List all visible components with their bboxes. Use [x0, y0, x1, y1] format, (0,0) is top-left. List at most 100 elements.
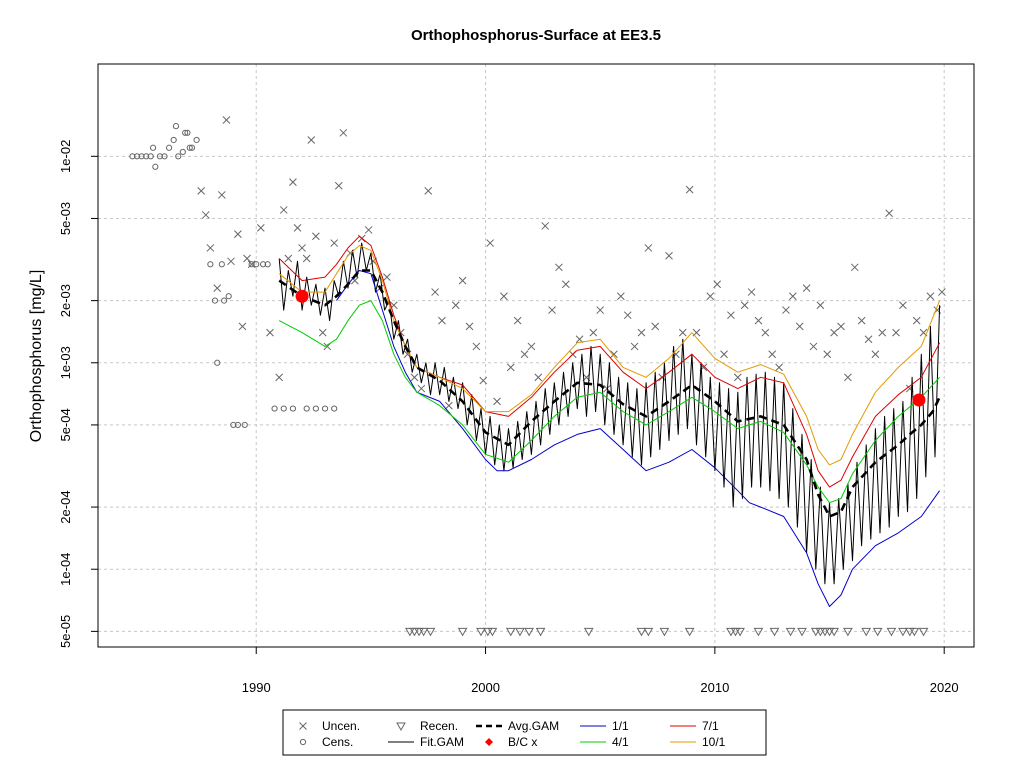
- point-uncen: [217, 191, 226, 199]
- series-line-m7_1: [278, 235, 941, 488]
- point-uncen: [830, 328, 838, 337]
- point-uncen: [284, 254, 293, 263]
- cross-stroke: [616, 292, 625, 301]
- cross-stroke: [864, 335, 873, 344]
- point-cens: [179, 148, 186, 156]
- point-uncen: [630, 342, 639, 351]
- point-uncen: [871, 350, 880, 359]
- legend-label: Fit.GAM: [420, 735, 464, 749]
- point-uncen: [637, 328, 646, 337]
- point-uncen: [623, 311, 632, 320]
- point-recen: [505, 627, 516, 637]
- point-uncen: [222, 116, 231, 124]
- cross-stroke: [201, 211, 210, 219]
- legend-label: 7/1: [702, 719, 719, 733]
- point-uncen: [837, 322, 845, 331]
- chart-title: Orthophosphorus-Surface at EE3.5: [411, 27, 661, 44]
- point-cens: [172, 123, 180, 130]
- plot-frame: [97, 63, 975, 648]
- cross-stroke: [506, 363, 515, 372]
- cross-stroke: [234, 230, 242, 238]
- point-uncen: [938, 288, 946, 296]
- cross-stroke: [213, 284, 222, 292]
- point-cens: [241, 421, 248, 429]
- point-uncen: [788, 292, 797, 301]
- cross-stroke: [307, 136, 316, 144]
- series-m7_1: [278, 235, 941, 488]
- x-tick-label: 2010: [700, 680, 729, 695]
- point-cens: [312, 405, 319, 412]
- legend-item: 7/1: [670, 719, 719, 733]
- point-recen: [898, 627, 908, 637]
- series-line-m10_1: [278, 245, 941, 466]
- point-cens: [161, 153, 168, 160]
- point-cens: [321, 405, 329, 412]
- cross-stroke: [513, 316, 522, 325]
- legend-item: 4/1: [580, 735, 629, 749]
- point-cens: [214, 359, 221, 366]
- point-uncen: [795, 322, 804, 331]
- point-uncen: [438, 316, 446, 325]
- cross-stroke: [878, 328, 887, 337]
- point-uncen: [339, 128, 348, 137]
- cross-stroke: [596, 306, 605, 314]
- cross-stroke: [651, 322, 660, 331]
- point-uncen: [323, 342, 332, 351]
- y-tick-label: 1e-02: [58, 140, 73, 173]
- legend-item: Fit.GAM: [388, 735, 464, 749]
- point-recen: [583, 627, 594, 637]
- point-uncen: [596, 306, 605, 314]
- point-uncen: [912, 316, 921, 325]
- cross-stroke: [541, 222, 550, 230]
- legend: Uncen. Cens. Recen. Fit.GAM Avg.GAM B/C x 1/1 4…: [282, 709, 767, 756]
- point-uncen: [293, 224, 302, 232]
- cross-stroke: [630, 342, 639, 351]
- cross-stroke: [555, 263, 563, 272]
- point-uncen: [417, 384, 426, 393]
- cross-stroke: [302, 254, 311, 263]
- point-uncen: [651, 322, 660, 331]
- legend-item: Uncen.: [299, 719, 360, 733]
- point-cens: [138, 153, 145, 160]
- point-uncen: [458, 276, 467, 285]
- cross-stroke: [685, 185, 694, 194]
- cross-stroke: [256, 224, 265, 232]
- point-cens: [129, 153, 136, 160]
- point-uncen: [520, 350, 529, 359]
- cross-stroke: [323, 342, 332, 351]
- point-uncen: [350, 276, 359, 285]
- point-uncen: [713, 280, 722, 289]
- series-line-fit_gam: [278, 242, 941, 585]
- legend-label: Recen.: [420, 719, 458, 733]
- cross-stroke: [247, 260, 256, 269]
- point-bc: [912, 393, 926, 407]
- point-cens: [230, 421, 237, 429]
- point-recen: [482, 627, 493, 637]
- cross-stroke: [899, 301, 907, 310]
- cross-stroke: [222, 116, 231, 124]
- y-tick-label: 1e-03: [58, 346, 73, 379]
- point-cens: [149, 144, 157, 151]
- cross-stroke: [311, 232, 320, 241]
- series-layer: [129, 116, 946, 637]
- point-cens: [260, 261, 267, 268]
- point-uncen: [486, 239, 494, 247]
- point-uncen: [311, 232, 320, 241]
- x-tick-label: 2000: [471, 680, 500, 695]
- cross-stroke: [761, 328, 770, 337]
- point-uncen: [451, 301, 460, 310]
- cross-stroke: [299, 722, 307, 730]
- cross-stroke: [330, 239, 339, 247]
- point-recen: [684, 627, 695, 637]
- cross-stroke: [610, 350, 618, 359]
- point-recen: [824, 627, 835, 637]
- point-uncen: [410, 373, 419, 382]
- cross-stroke: [788, 292, 797, 301]
- cross-stroke: [548, 306, 556, 314]
- point-recen: [829, 627, 839, 637]
- cross-stroke: [713, 280, 722, 289]
- legend-label: 1/1: [612, 719, 629, 733]
- cross-stroke: [747, 288, 756, 296]
- point-uncen: [307, 136, 316, 144]
